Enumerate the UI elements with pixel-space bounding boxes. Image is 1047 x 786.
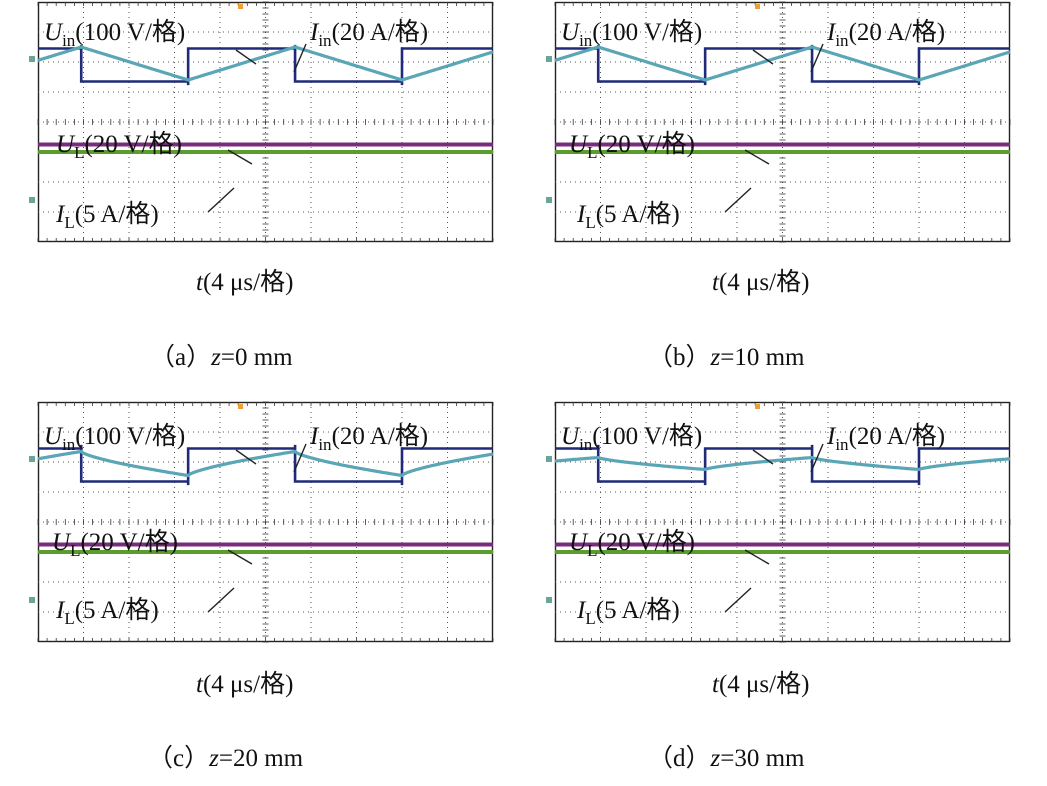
trigger-marker-icon: [755, 404, 760, 409]
scope-screen-c: [29, 401, 494, 643]
uin-waveform: [555, 444, 1010, 486]
label-iin: Iin(20 A/格): [310, 19, 429, 50]
trigger-marker-icon: [238, 404, 243, 409]
iin-leader-line: [293, 43, 307, 73]
il-leader-line: [724, 587, 752, 613]
channel-marker-icon: [546, 56, 552, 62]
label-ul: UL(20 V/格): [52, 529, 178, 560]
channel-marker-icon: [29, 56, 35, 62]
channel-marker-icon: [29, 197, 35, 203]
iin-leader-line: [810, 43, 824, 73]
x-axis-label-a: t(4 μs/格): [196, 269, 294, 296]
ul-leader-line: [744, 149, 770, 165]
iin-waveform: [37, 45, 494, 82]
panel-a: Uin(100 V/格) Iin(20 A/格) UL(20 V/格) IL(5…: [29, 1, 508, 257]
x-axis-label-c: t(4 μs/格): [196, 671, 294, 698]
caption-a: （a）z=0 mm: [150, 344, 293, 371]
ul-leader-line: [744, 549, 770, 565]
trigger-marker-icon: [238, 4, 243, 9]
uin-leader-line: [235, 49, 257, 65]
label-uin: Uin(100 V/格): [44, 423, 186, 454]
label-uin: Uin(100 V/格): [561, 19, 703, 50]
label-il: IL(5 A/格): [56, 201, 159, 232]
panel-c: Uin(100 V/格) Iin(20 A/格) UL(20 V/格) IL(5…: [29, 401, 508, 657]
label-ul: UL(20 V/格): [56, 131, 182, 162]
scope-screen-a: [29, 1, 494, 243]
iin-leader-line: [293, 443, 307, 473]
channel-marker-icon: [546, 597, 552, 603]
uin-waveform: [555, 44, 1010, 86]
scope-screen-b: [546, 1, 1011, 243]
label-iin: Iin(20 A/格): [827, 423, 946, 454]
il-leader-line: [207, 587, 235, 613]
channel-marker-icon: [29, 456, 35, 462]
il-leader-line: [724, 187, 752, 213]
uin-waveform: [38, 44, 493, 86]
iin-waveform: [554, 45, 1011, 82]
caption-c: （c）z=20 mm: [148, 745, 304, 772]
panel-d: Uin(100 V/格) Iin(20 A/格) UL(20 V/格) IL(5…: [546, 401, 1025, 657]
iin-leader-line: [810, 443, 824, 473]
uin-leader-line: [752, 449, 774, 465]
label-uin: Uin(100 V/格): [561, 423, 703, 454]
trigger-marker-icon: [755, 4, 760, 9]
scope-screen-d: [546, 401, 1011, 643]
il-leader-line: [207, 187, 235, 213]
label-iin: Iin(20 A/格): [310, 423, 429, 454]
label-il: IL(5 A/格): [577, 201, 680, 232]
x-axis-label-d: t(4 μs/格): [712, 671, 810, 698]
iin-waveform: [554, 455, 1011, 472]
uin-leader-line: [235, 449, 257, 465]
channel-marker-icon: [29, 597, 35, 603]
label-ul: UL(20 V/格): [569, 529, 695, 560]
channel-marker-icon: [546, 197, 552, 203]
caption-d: （d）z=30 mm: [648, 745, 805, 772]
x-axis-label-b: t(4 μs/格): [712, 269, 810, 296]
uin-leader-line: [752, 49, 774, 65]
caption-b: （b）z=10 mm: [648, 344, 805, 371]
iin-waveform: [37, 449, 494, 478]
ul-leader-line: [227, 149, 253, 165]
panel-b: Uin(100 V/格) Iin(20 A/格) UL(20 V/格) IL(5…: [546, 1, 1025, 257]
label-uin: Uin(100 V/格): [44, 19, 186, 50]
label-il: IL(5 A/格): [577, 597, 680, 628]
label-il: IL(5 A/格): [56, 597, 159, 628]
label-iin: Iin(20 A/格): [827, 19, 946, 50]
channel-marker-icon: [546, 456, 552, 462]
ul-leader-line: [227, 549, 253, 565]
label-ul: UL(20 V/格): [569, 131, 695, 162]
